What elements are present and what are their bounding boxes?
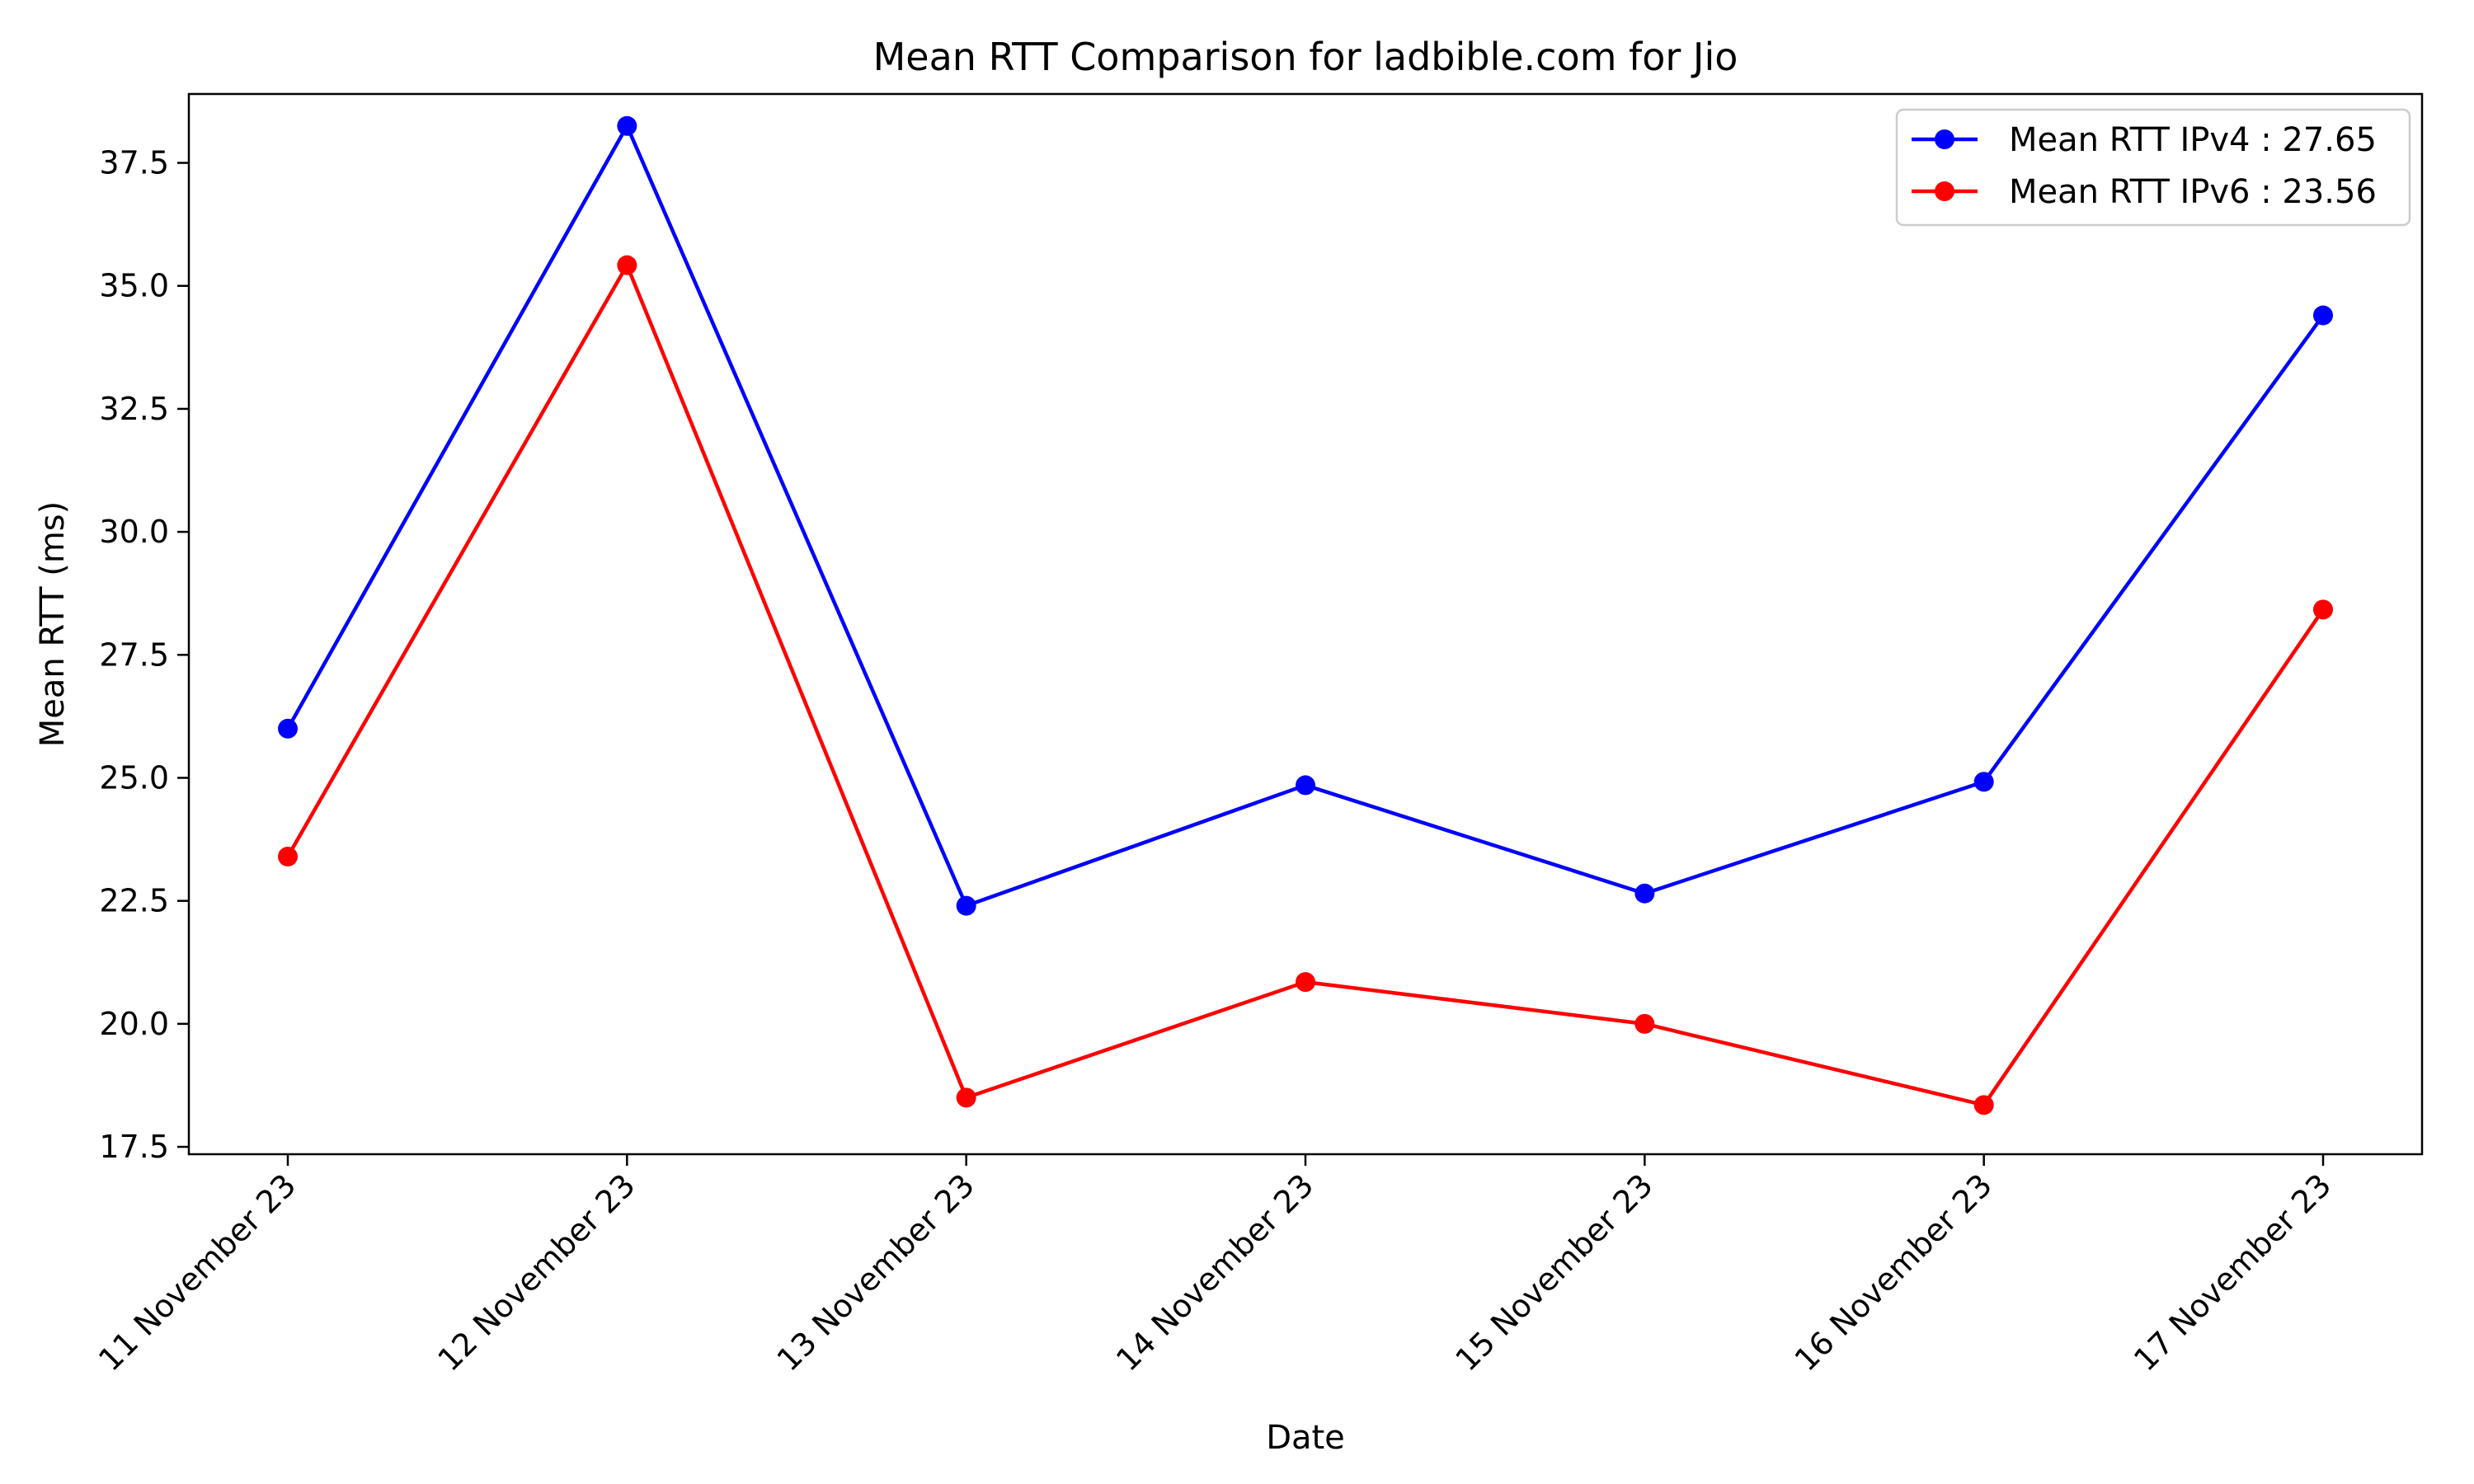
- data-point: [617, 255, 637, 275]
- data-point: [1634, 1013, 1655, 1034]
- legend-marker-1: [1935, 129, 1954, 149]
- y-tick-label: 32.5: [99, 391, 169, 427]
- legend-label-1: Mean RTT IPv4 : 27.65: [2009, 121, 2377, 159]
- y-tick-label: 30.0: [99, 514, 169, 550]
- y-axis: 17.5 20.0 22.5 25.0 27.5 30.0 32.5 35.0 37.5: [99, 145, 189, 1165]
- plot-series: [278, 115, 2333, 1115]
- data-point: [617, 115, 637, 136]
- plot-frame: [187, 92, 2424, 1156]
- y-tick-label: 22.5: [99, 883, 169, 919]
- legend-label-2: Mean RTT IPv6 : 23.56: [2009, 173, 2377, 211]
- data-point: [956, 895, 976, 916]
- data-point: [1296, 972, 1315, 993]
- data-point: [1634, 883, 1655, 904]
- data-point: [1296, 775, 1315, 796]
- y-axis-label: Mean RTT (ms): [34, 501, 72, 747]
- y-tick-label: 25.0: [99, 759, 169, 796]
- x-axis-label: Date: [1266, 1419, 1345, 1457]
- data-point: [278, 846, 298, 866]
- data-point: [2313, 305, 2333, 326]
- data-point: [1973, 1095, 1994, 1115]
- legend-box: [1895, 108, 2411, 227]
- data-point: [956, 1087, 976, 1108]
- legend-marker-2: [1935, 181, 1954, 201]
- chart-title: Mean RTT Comparison for ladbible.com for…: [873, 35, 1738, 79]
- y-tick-label: 35.0: [99, 268, 169, 304]
- data-point: [278, 718, 298, 739]
- data-point: [2313, 599, 2333, 620]
- y-tick-label: 20.0: [99, 1006, 169, 1042]
- y-tick-label: 27.5: [99, 636, 169, 673]
- y-tick-label: 17.5: [99, 1129, 169, 1165]
- data-point: [1973, 772, 1994, 792]
- y-tick-label: 37.5: [99, 145, 169, 181]
- legend: Mean RTT IPv4 : 27.65 Mean RTT IPv6 : 23.…: [1895, 108, 2411, 227]
